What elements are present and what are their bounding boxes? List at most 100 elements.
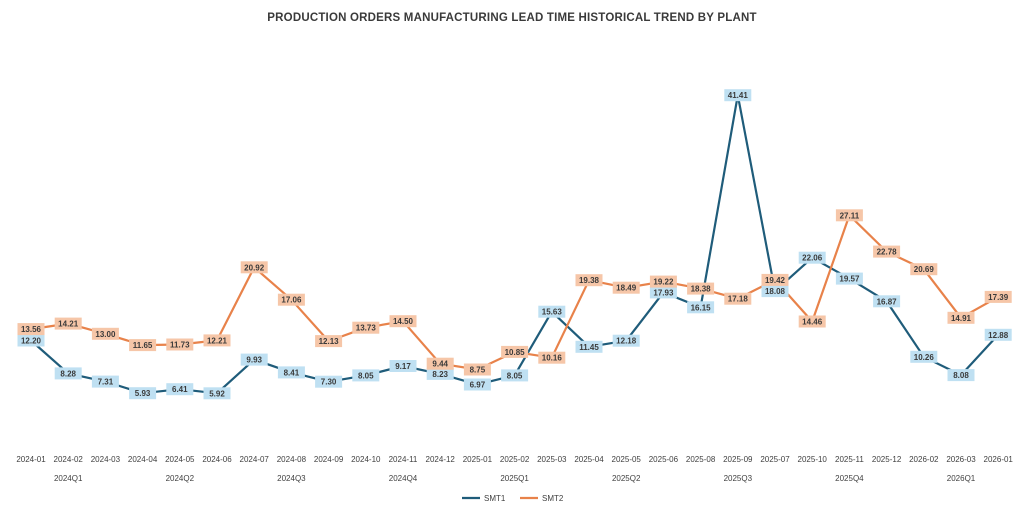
x-tick-label: 2024-08 bbox=[277, 455, 307, 464]
legend-label: SMT2 bbox=[542, 494, 564, 503]
data-label-smt1: 22.06 bbox=[798, 251, 826, 264]
data-label-box bbox=[538, 351, 566, 364]
data-label-text: 6.97 bbox=[470, 381, 486, 390]
quarter-label: 2024Q3 bbox=[277, 474, 306, 483]
data-label-smt2: 17.39 bbox=[984, 290, 1012, 303]
data-label-text: 12.88 bbox=[988, 331, 1009, 340]
data-label-box bbox=[724, 89, 752, 102]
quarter-label: 2024Q4 bbox=[389, 474, 418, 483]
data-label-text: 7.30 bbox=[321, 378, 337, 387]
data-label-box bbox=[240, 261, 268, 274]
data-label-box bbox=[649, 286, 677, 299]
x-tick-label: 2025-07 bbox=[760, 455, 790, 464]
data-label-smt1: 9.17 bbox=[389, 360, 417, 372]
x-tick-label: 2025-08 bbox=[686, 455, 716, 464]
data-label-smt2: 12.21 bbox=[203, 334, 231, 347]
data-label-text: 18.38 bbox=[691, 285, 712, 294]
data-label-smt1: 8.23 bbox=[426, 367, 454, 380]
legend-label: SMT1 bbox=[484, 494, 506, 503]
data-label-box bbox=[17, 323, 45, 336]
data-label-text: 9.93 bbox=[246, 356, 262, 365]
data-label-box bbox=[798, 315, 826, 328]
data-label-smt1: 18.08 bbox=[761, 285, 789, 298]
legend-item-smt2: SMT2 bbox=[520, 494, 564, 503]
x-tick-label: 2025-03 bbox=[537, 455, 567, 464]
data-label-text: 16.15 bbox=[691, 303, 712, 312]
x-tick-label: 2026-03 bbox=[946, 455, 976, 464]
data-label-text: 19.42 bbox=[765, 276, 786, 285]
data-label-text: 41.41 bbox=[728, 91, 749, 100]
quarter-label: 2026Q1 bbox=[947, 474, 976, 483]
data-label-smt2: 19.38 bbox=[575, 274, 603, 287]
data-label-box bbox=[575, 340, 603, 353]
data-label-smt1: 8.28 bbox=[54, 367, 82, 380]
data-label-box bbox=[687, 301, 715, 314]
data-label-smt2: 14.21 bbox=[54, 317, 82, 330]
data-label-text: 12.21 bbox=[207, 336, 228, 345]
x-tick-label: 2024-01 bbox=[16, 455, 46, 464]
data-label-box bbox=[389, 315, 417, 328]
x-tick-label: 2024-12 bbox=[426, 455, 456, 464]
x-tick-label: 2025-06 bbox=[649, 455, 679, 464]
x-tick-label: 2025-11 bbox=[835, 455, 864, 464]
data-label-text: 8.23 bbox=[432, 370, 448, 379]
data-label-box bbox=[203, 387, 231, 400]
data-label-text: 17.39 bbox=[988, 293, 1009, 302]
data-label-box bbox=[835, 272, 863, 285]
data-label-text: 15.63 bbox=[542, 308, 563, 317]
x-tick-label: 2025-05 bbox=[612, 455, 642, 464]
data-label-smt2: 14.46 bbox=[798, 315, 826, 328]
x-tick-label: 2025-04 bbox=[574, 455, 604, 464]
data-label-smt1: 12.88 bbox=[984, 328, 1012, 341]
x-tick-label: 2025-12 bbox=[872, 455, 902, 464]
data-label-text: 10.85 bbox=[505, 348, 526, 357]
data-label-box bbox=[910, 350, 938, 363]
data-label-smt1: 8.05 bbox=[352, 369, 380, 382]
x-tick-label: 2024-04 bbox=[128, 455, 158, 464]
data-label-text: 13.73 bbox=[356, 324, 377, 333]
data-label-text: 6.41 bbox=[172, 385, 188, 394]
data-label-box bbox=[947, 369, 975, 382]
quarter-label: 2025Q3 bbox=[724, 474, 753, 483]
data-label-box bbox=[315, 335, 343, 348]
data-label-box bbox=[166, 383, 194, 396]
quarter-label: 2025Q4 bbox=[835, 474, 864, 483]
data-label-smt2: 9.44 bbox=[426, 357, 454, 370]
data-label-text: 5.93 bbox=[135, 389, 151, 398]
data-label-text: 13.56 bbox=[21, 325, 42, 334]
data-label-smt1: 8.05 bbox=[501, 369, 529, 382]
data-label-text: 12.18 bbox=[616, 337, 637, 346]
data-label-smt1: 8.41 bbox=[277, 366, 305, 379]
data-label-smt2: 22.78 bbox=[873, 245, 901, 258]
data-label-box bbox=[277, 293, 305, 306]
legend-item-smt1: SMT1 bbox=[462, 494, 506, 503]
data-label-text: 18.08 bbox=[765, 287, 786, 296]
x-tick-label: 2024-09 bbox=[314, 455, 344, 464]
data-label-box bbox=[166, 338, 194, 351]
data-label-text: 8.08 bbox=[953, 371, 969, 380]
data-label-box bbox=[240, 353, 268, 366]
data-label-text: 17.93 bbox=[653, 288, 674, 297]
data-label-smt1: 6.41 bbox=[166, 383, 194, 396]
data-label-box bbox=[463, 378, 491, 391]
data-label-text: 12.13 bbox=[319, 337, 340, 346]
data-label-box bbox=[54, 367, 82, 380]
data-label-box bbox=[947, 311, 975, 324]
data-label-smt1: 12.20 bbox=[17, 334, 45, 347]
data-label-text: 16.87 bbox=[877, 297, 898, 306]
data-label-box bbox=[761, 285, 789, 298]
data-label-text: 14.91 bbox=[951, 314, 972, 323]
data-label-box bbox=[315, 375, 343, 388]
data-label-box bbox=[91, 375, 119, 388]
data-label-smt2: 10.16 bbox=[538, 351, 566, 364]
data-label-smt1: 12.18 bbox=[612, 334, 640, 347]
data-label-box bbox=[389, 360, 417, 372]
data-label-smt2: 18.38 bbox=[687, 282, 715, 295]
data-label-box bbox=[203, 334, 231, 347]
data-label-box bbox=[612, 281, 640, 294]
data-label-smt1: 8.08 bbox=[947, 369, 975, 382]
data-label-box bbox=[129, 339, 157, 352]
data-label-smt2: 13.00 bbox=[91, 327, 119, 340]
data-label-smt1: 7.30 bbox=[315, 375, 343, 388]
